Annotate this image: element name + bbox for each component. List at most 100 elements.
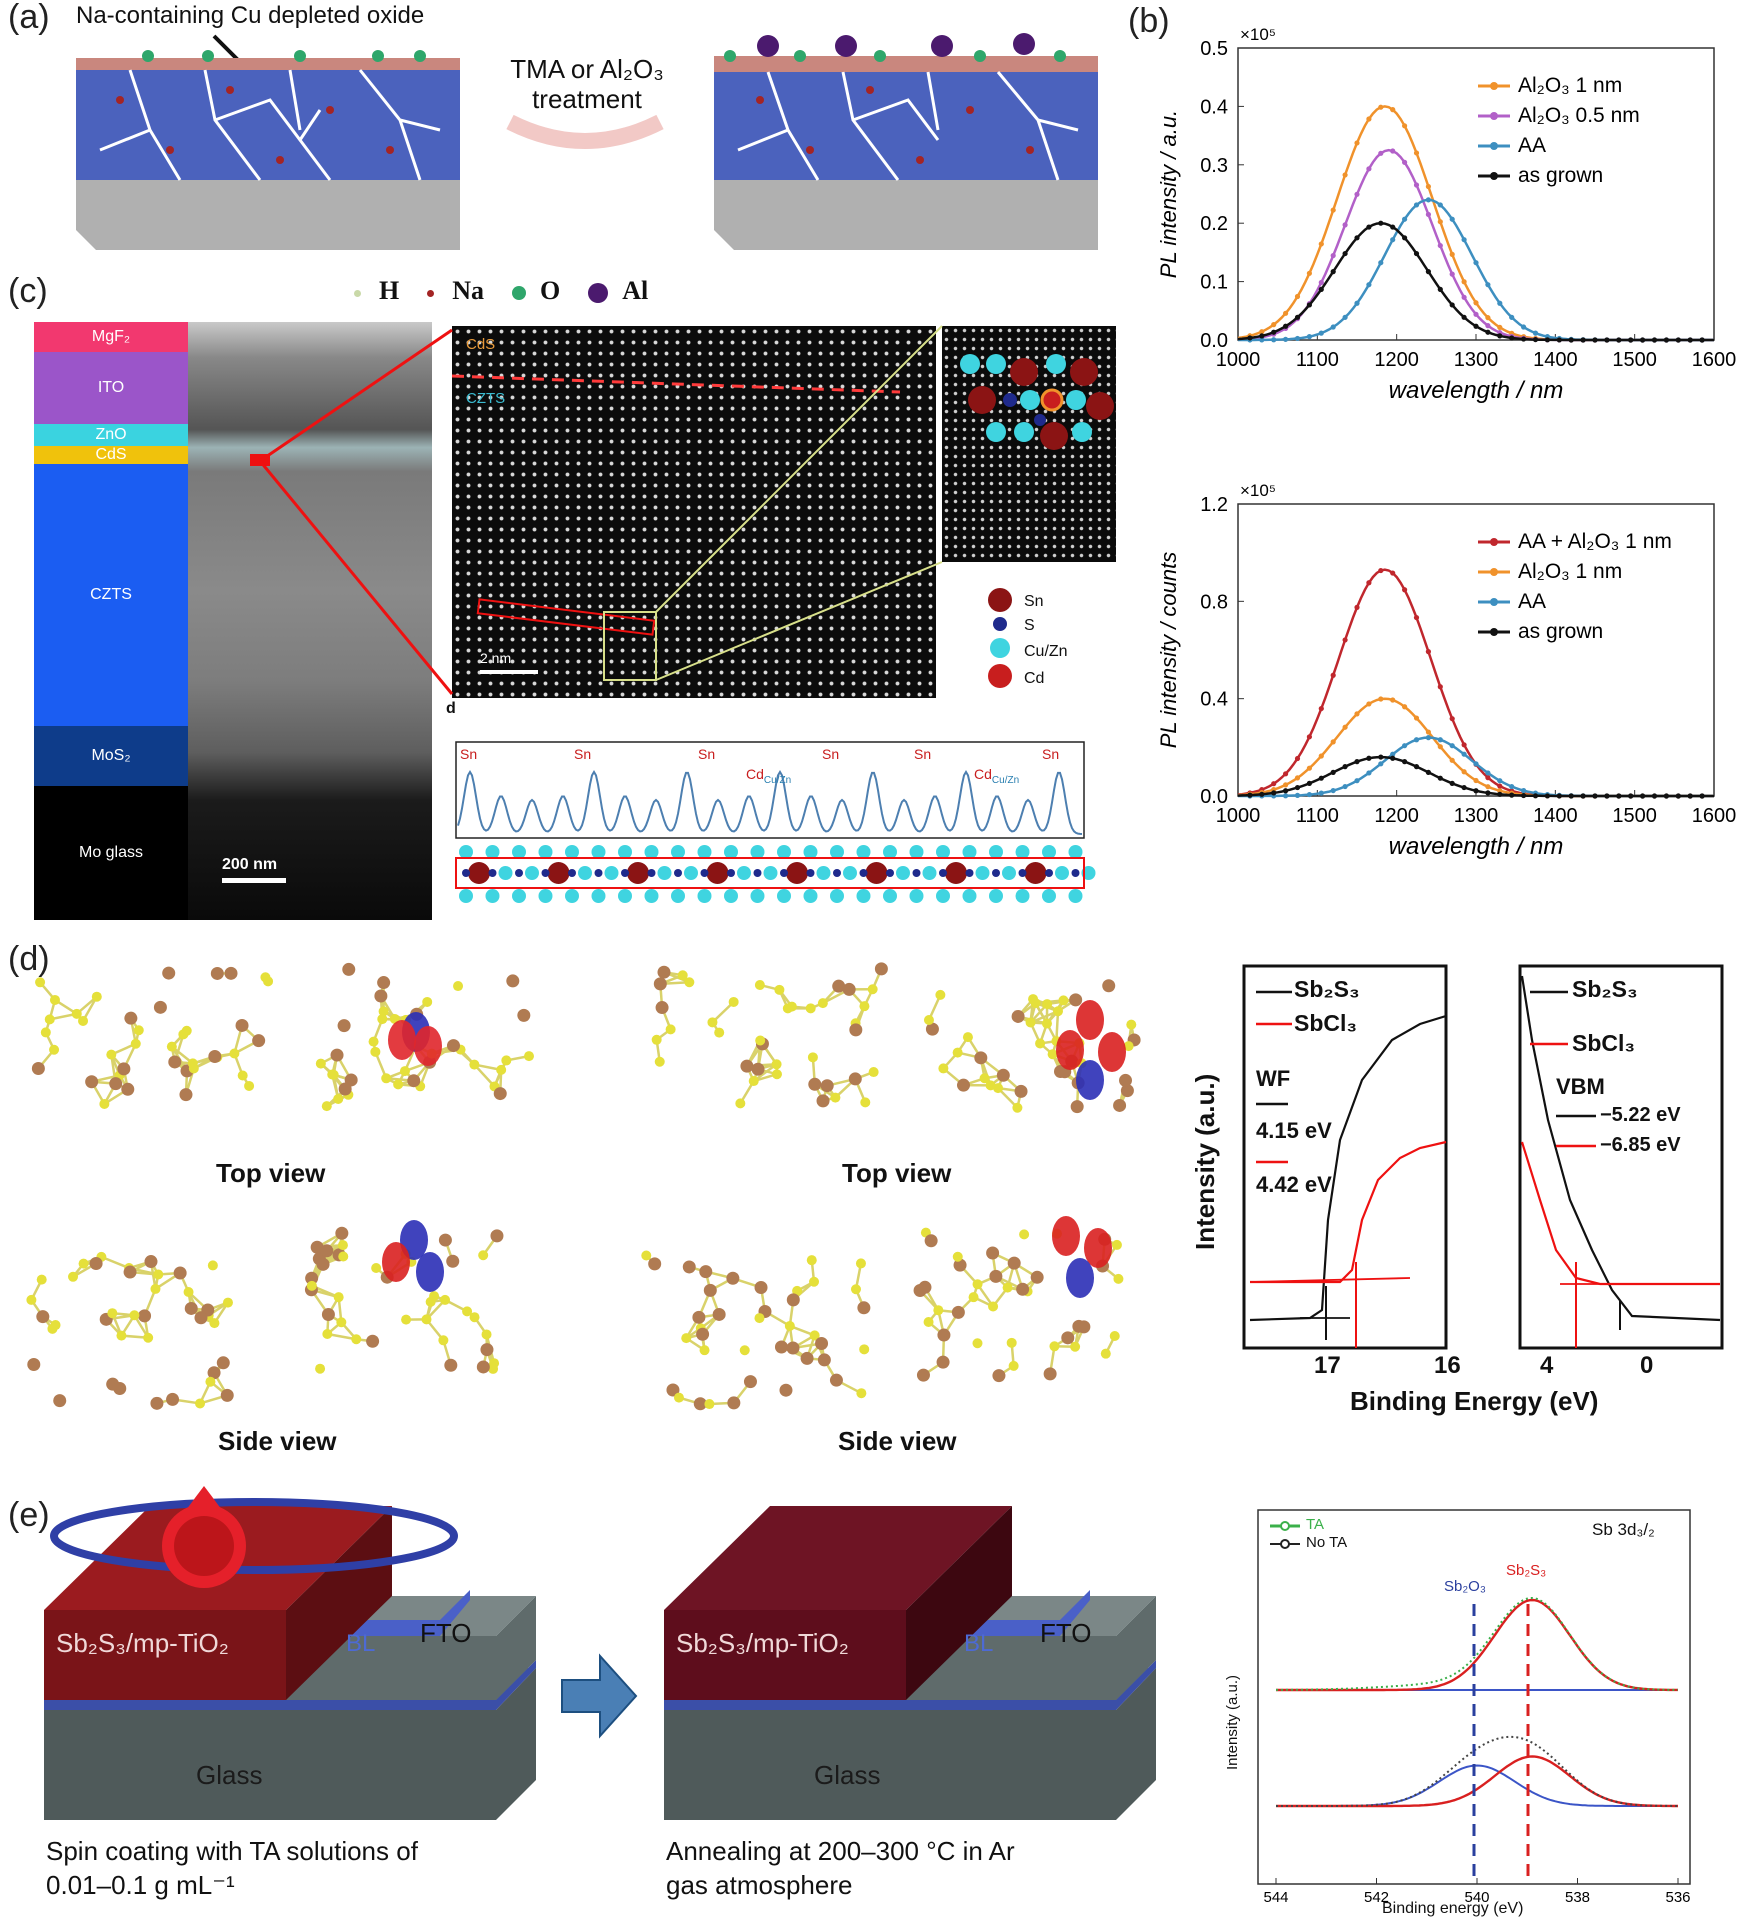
bond — [759, 983, 780, 992]
bond — [1046, 1010, 1059, 1025]
series-point-0 — [1580, 793, 1586, 799]
series-point-0 — [1342, 172, 1348, 178]
series-point-3 — [1580, 337, 1586, 343]
series-point-1 — [1485, 784, 1491, 790]
s-atom — [993, 1083, 1004, 1094]
series-point-1 — [1330, 739, 1336, 745]
s-atom — [962, 1032, 973, 1043]
s-atom — [806, 1255, 817, 1266]
bond — [1032, 997, 1059, 1013]
chain-atom — [816, 866, 831, 880]
hrtem-cds-label: CdS — [466, 336, 496, 353]
bond — [49, 1012, 78, 1021]
bond — [103, 1088, 129, 1106]
bond — [705, 1270, 734, 1280]
series-point-3 — [1497, 791, 1503, 797]
s-atom — [263, 976, 274, 987]
xps-x-tick-label: 544 — [1263, 1889, 1288, 1906]
sb-atom — [438, 1233, 452, 1247]
bond — [264, 976, 270, 983]
bond — [792, 1290, 799, 1301]
x-tick-label: 1600 — [1692, 805, 1737, 827]
series-point-3 — [1592, 793, 1598, 799]
s-atom — [1022, 1286, 1033, 1297]
bond — [326, 1249, 344, 1258]
series-point-2 — [1521, 787, 1527, 794]
series-point-2 — [1521, 324, 1527, 330]
bond — [500, 1059, 508, 1071]
chain-atom — [538, 889, 553, 903]
series-point-3 — [1604, 793, 1610, 799]
xps-legend-nota: No TA — [1306, 1534, 1348, 1551]
bond — [327, 1313, 342, 1324]
chain-atom — [512, 889, 526, 903]
vbm-value-2: −6.85 eV — [1600, 1134, 1681, 1156]
sb-atom — [842, 982, 856, 996]
s-atom — [183, 1287, 194, 1298]
bond — [310, 1289, 330, 1316]
hrtem-image: CdS CZTS 2 nm — [452, 326, 936, 698]
series-point-1 — [1485, 323, 1491, 329]
bond — [761, 1043, 778, 1065]
series-point-2 — [1294, 335, 1301, 342]
sb-atom — [330, 1048, 344, 1062]
s-atom — [952, 1251, 963, 1262]
s-atom — [1002, 1282, 1013, 1293]
series-point-1 — [1687, 793, 1693, 799]
series-point-2 — [1378, 260, 1384, 266]
series-point-0 — [1628, 337, 1634, 343]
bond — [318, 1244, 344, 1260]
sb-atom — [312, 1252, 326, 1266]
bond — [1016, 1091, 1023, 1109]
s-atom — [859, 1001, 870, 1012]
series-point-0 — [1675, 793, 1681, 799]
chain-atom — [989, 889, 1003, 903]
chain-atom — [939, 869, 947, 877]
series-point-2 — [1544, 791, 1550, 798]
s-atom — [771, 1059, 782, 1070]
s-atom — [1070, 1341, 1081, 1352]
series-point-2 — [1283, 793, 1289, 799]
absorber-right — [714, 72, 1098, 180]
caption-annealing: Annealing at 200–300 °C in Ar gas atmosp… — [666, 1836, 1015, 1900]
s-atom — [673, 1392, 684, 1403]
bond — [813, 1334, 823, 1345]
bond — [792, 1342, 822, 1350]
series-point-3 — [1259, 791, 1265, 797]
sb-atom — [1102, 979, 1116, 993]
chain-atom — [912, 869, 921, 877]
bond — [485, 1349, 495, 1370]
structure-side-doped-1 — [304, 1226, 504, 1374]
sb-atom — [1077, 1320, 1091, 1334]
s-atom — [116, 1330, 127, 1341]
bond — [332, 1074, 350, 1096]
bond — [332, 1074, 340, 1100]
s-atom — [321, 1101, 332, 1112]
series-point-2 — [1509, 783, 1515, 790]
bond — [1051, 1053, 1066, 1073]
xps-legend-ta-marker — [1280, 1521, 1290, 1531]
series-point-2 — [1425, 735, 1431, 741]
bond — [207, 1301, 229, 1317]
sb-atom — [380, 1270, 394, 1284]
bond — [709, 1401, 734, 1406]
bond — [485, 1349, 496, 1364]
bond — [382, 1017, 406, 1022]
series-point-3 — [1616, 793, 1622, 799]
series-point-0 — [1580, 337, 1586, 343]
bond — [321, 1250, 329, 1265]
bond — [149, 1261, 157, 1290]
bond — [791, 1005, 811, 1010]
series-point-1 — [1544, 337, 1550, 343]
s-atom — [786, 1001, 797, 1012]
bond — [1017, 1002, 1037, 1018]
bond — [1064, 1062, 1083, 1073]
sb-atom — [109, 1077, 123, 1091]
series-point-2 — [1402, 743, 1408, 749]
bond — [75, 1013, 84, 1022]
series-point-1 — [1568, 793, 1574, 799]
series-point-2 — [1378, 761, 1384, 767]
series-point-1 — [1402, 704, 1408, 710]
bond — [198, 1381, 212, 1404]
sb-atom — [1069, 993, 1083, 1007]
